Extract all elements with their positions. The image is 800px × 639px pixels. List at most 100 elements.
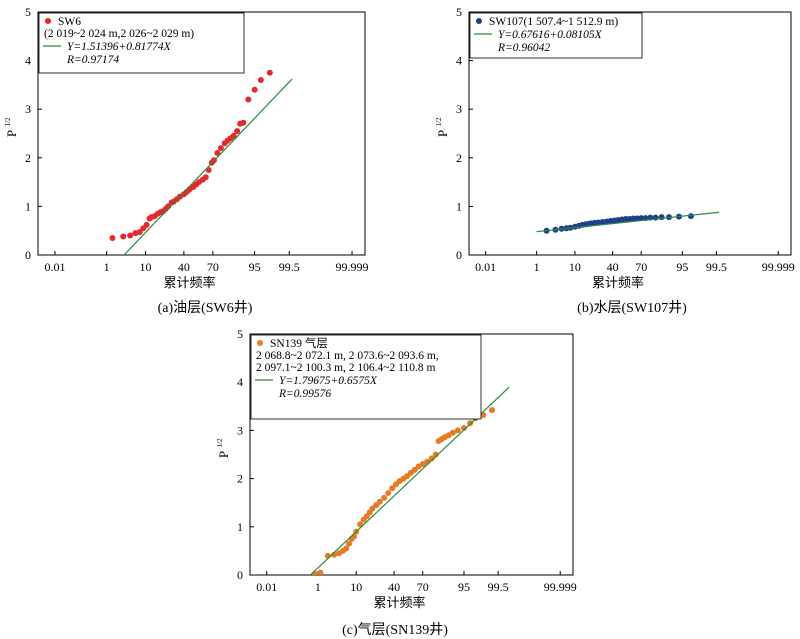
y-axis-label: P <box>435 130 450 137</box>
y-tick-label: 0 <box>456 248 462 262</box>
y-tick-label: 3 <box>456 102 462 116</box>
data-point <box>419 461 426 468</box>
x-tick-label: 1 <box>534 260 540 274</box>
y-axis-label: P <box>216 451 231 458</box>
y-tick-label: 4 <box>25 54 31 68</box>
y-tick-label: 1 <box>25 199 31 213</box>
y-tick-label: 0 <box>237 568 243 582</box>
data-point <box>311 571 318 575</box>
chart-panel-3: 0 1 2 3 4 5 0.01 1 10 40 70 95 99.5 99.999 累计频率 P 1/2 (c)… <box>216 327 577 638</box>
legend: SW107(1 507.4~1 512.9 m)Y=0.67616+0.0810… <box>469 12 643 59</box>
x-tick-label: 70 <box>207 260 219 274</box>
data-point <box>240 119 247 126</box>
data-point <box>245 96 252 103</box>
data-point <box>428 455 435 462</box>
x-tick-label: 70 <box>635 260 647 274</box>
chart-panel-2: 0 1 2 3 4 5 0.01 1 10 40 70 95 99.5 99.999 累计频率 P 1/2 (b)… <box>435 5 795 316</box>
y-axis-label-group: P 1/2 <box>216 438 231 458</box>
legend-marker <box>45 18 51 24</box>
data-point <box>489 407 496 414</box>
x-tick-label: 99.5 <box>279 260 300 274</box>
x-tick-label: 1 <box>104 260 110 274</box>
x-tick-label: 99.5 <box>488 580 509 594</box>
x-axis-label: 累计频率 <box>163 275 215 290</box>
data-point <box>120 233 127 240</box>
x-tick-label: 10 <box>350 580 362 594</box>
x-tick-label: 40 <box>607 260 619 274</box>
x-tick-label: 10 <box>140 260 152 274</box>
y-tick-label: 2 <box>237 472 243 486</box>
y-tick-label: 5 <box>237 327 243 341</box>
data-point <box>449 429 456 436</box>
data-point <box>217 145 224 152</box>
x-tick-label: 0.01 <box>44 260 65 274</box>
plot-frame <box>249 333 574 576</box>
data-point <box>385 490 392 497</box>
data-point <box>234 128 241 135</box>
y-axis-label-sup: 1/2 <box>4 117 12 126</box>
y-tick-label: 1 <box>237 520 243 534</box>
plot-area <box>536 211 720 234</box>
legend: SW6(2 019~2 024 m,2 026~2 029 m)Y=1.5139… <box>38 12 245 74</box>
x-tick-label: 99.999 <box>762 260 795 274</box>
data-point <box>317 569 324 575</box>
y-axis-label: P <box>4 130 19 137</box>
y-tick-label: 4 <box>456 54 462 68</box>
data-point <box>109 234 116 241</box>
x-axis-label: 累计频率 <box>373 595 425 610</box>
data-point <box>638 215 645 222</box>
legend-fit-equation: Y=1.79675+0.6575X <box>279 375 378 387</box>
plot-area <box>309 386 510 575</box>
panel-caption: (c)气层(SN139井) <box>342 622 448 638</box>
x-tick-label: 40 <box>388 580 400 594</box>
data-point <box>595 219 602 226</box>
data-point <box>376 498 383 505</box>
fit-line <box>536 211 720 233</box>
legend-marker <box>257 340 263 346</box>
legend-extra-line: 2 097.1~2 100.3 m, 2 106.4~2 110.8 m <box>256 362 435 374</box>
data-point <box>136 229 143 236</box>
x-tick-label: 95 <box>458 580 470 594</box>
x-tick-label: 99.999 <box>544 580 577 594</box>
legend-r-value: R=0.99576 <box>278 388 331 400</box>
x-tick-label: 95 <box>249 260 261 274</box>
data-point <box>411 466 418 473</box>
x-tick-label: 99.999 <box>336 260 369 274</box>
data-point <box>389 485 396 492</box>
data-point <box>143 221 150 228</box>
legend-series-name: SW6 <box>58 16 81 28</box>
plot-frame <box>468 11 792 256</box>
x-tick-label: 95 <box>676 260 688 274</box>
y-axis-label-sup: 1/2 <box>435 117 443 126</box>
legend-series-name: SW107(1 507.4~1 512.9 m) <box>489 16 618 28</box>
panel-caption: (b)水层(SW107井) <box>577 300 687 316</box>
data-point <box>230 132 237 139</box>
y-tick-label: 4 <box>237 375 243 389</box>
y-axis-label-group: P 1/2 <box>435 117 450 137</box>
data-point <box>346 540 353 547</box>
data-point <box>460 424 467 431</box>
data-point <box>257 77 264 84</box>
legend-marker <box>476 18 482 24</box>
chart-panel-1: 0 1 2 3 4 5 0.01 1 10 40 70 95 99.5 99.999 累计频率 P 1/2 (a)… <box>4 5 369 316</box>
x-tick-label: 0.01 <box>475 260 496 274</box>
x-tick-label: 0.01 <box>256 580 277 594</box>
data-point <box>381 494 388 501</box>
x-tick-label: 70 <box>417 580 429 594</box>
x-tick-label: 10 <box>569 260 581 274</box>
legend-fit-equation: Y=0.67616+0.08105X <box>498 29 603 41</box>
fit-line <box>123 78 293 255</box>
y-tick-label: 3 <box>25 102 31 116</box>
y-tick-label: 5 <box>456 5 462 19</box>
x-tick-label: 40 <box>178 260 190 274</box>
data-point <box>251 86 258 93</box>
y-tick-label: 1 <box>456 199 462 213</box>
y-tick-label: 3 <box>237 423 243 437</box>
data-point <box>343 545 350 552</box>
legend-extra-line: 2 068.8~2 072.1 m, 2 073.6~2 093.6 m, <box>256 350 439 362</box>
data-point <box>214 149 221 156</box>
x-tick-label: 1 <box>315 580 321 594</box>
legend-extra-line: (2 019~2 024 m,2 026~2 029 m) <box>44 28 194 40</box>
y-tick-label: 2 <box>456 151 462 165</box>
